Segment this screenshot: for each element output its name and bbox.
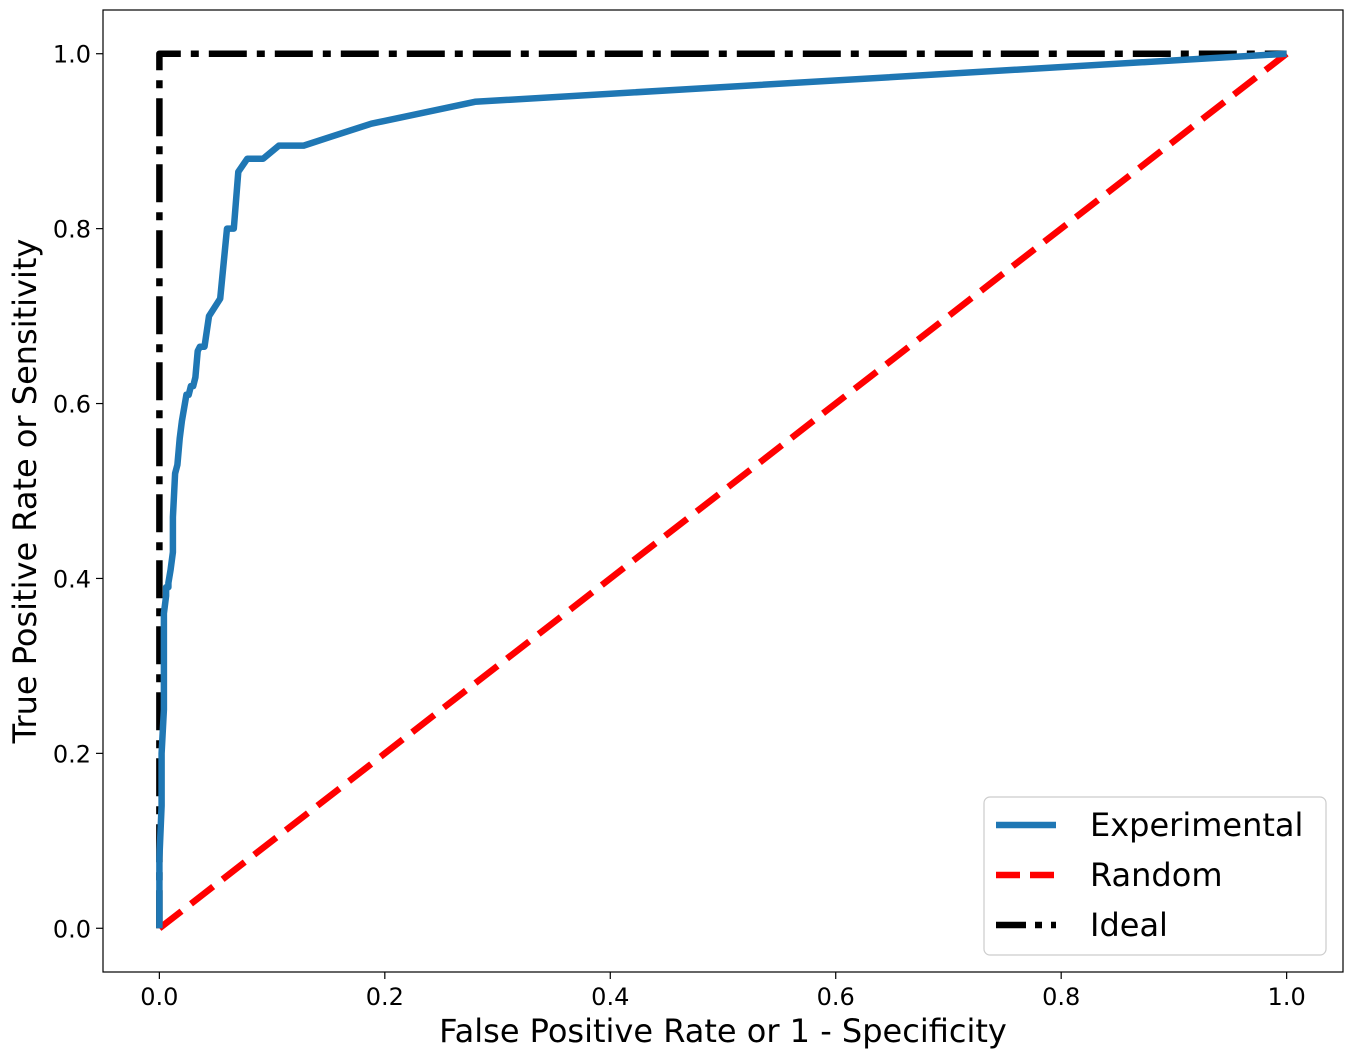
- legend-label-ideal: Ideal: [1090, 906, 1168, 944]
- y-tick-label: 0.0: [53, 915, 91, 943]
- x-tick-label: 0.6: [817, 983, 855, 1011]
- y-tick-label: 1.0: [53, 41, 91, 69]
- y-tick-label: 0.2: [53, 740, 91, 768]
- x-tick-label: 0.8: [1042, 983, 1080, 1011]
- plot-frame: [102, 9, 1344, 973]
- x-tick-label: 0.0: [140, 983, 178, 1011]
- legend-label-experimental: Experimental: [1090, 806, 1303, 844]
- series-line-ideal: [156, 50, 1287, 929]
- legend-box: [983, 796, 1327, 956]
- y-axis-title: True Positive Rate or Sensitivity: [6, 239, 44, 745]
- plot-series: [156, 50, 1289, 931]
- x-axis-title: False Positive Rate or 1 - Specificity: [439, 1012, 1007, 1050]
- axis-ticks: 0.0 0.2 0.4 0.6 0.8 1.0 0.0 0.2 0.4 0.6 0.8 1.0: [53, 41, 1306, 1011]
- x-tick-label: 0.2: [366, 983, 404, 1011]
- x-tick-label: 0.4: [591, 983, 629, 1011]
- y-tick-label: 0.6: [53, 391, 91, 419]
- series-line-experimental: [156, 50, 1287, 929]
- y-tick-label: 0.8: [53, 216, 91, 244]
- legend: Experimental Random Ideal: [983, 796, 1327, 956]
- x-tick-label: 1.0: [1268, 983, 1306, 1011]
- legend-label-random: Random: [1090, 856, 1222, 894]
- y-tick-label: 0.4: [53, 565, 91, 593]
